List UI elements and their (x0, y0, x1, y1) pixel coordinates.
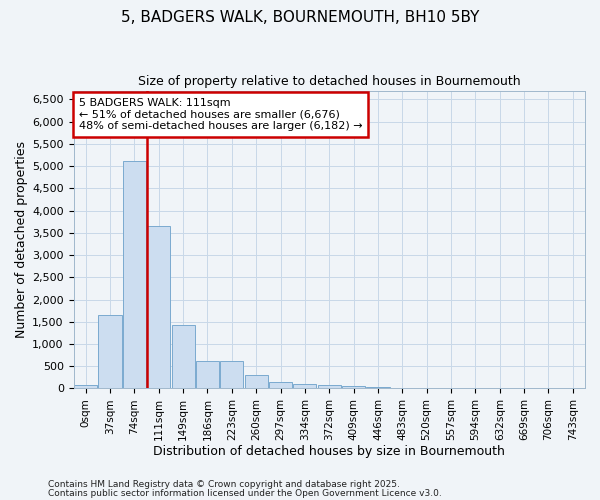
Bar (342, 386, 365, 388)
Bar (172, 325, 194, 388)
Bar (245, 374, 268, 388)
Bar (317, 385, 341, 388)
Title: Size of property relative to detached houses in Bournemouth: Size of property relative to detached ho… (138, 75, 521, 88)
Text: 5 BADGERS WALK: 111sqm
← 51% of detached houses are smaller (6,676)
48% of semi-: 5 BADGERS WALK: 111sqm ← 51% of detached… (79, 98, 362, 131)
Bar (123, 161, 146, 388)
Bar (293, 384, 316, 388)
Bar (98, 315, 122, 388)
Bar (147, 226, 170, 388)
Text: 5, BADGERS WALK, BOURNEMOUTH, BH10 5BY: 5, BADGERS WALK, BOURNEMOUTH, BH10 5BY (121, 10, 479, 25)
Bar (220, 361, 244, 388)
Y-axis label: Number of detached properties: Number of detached properties (15, 141, 28, 338)
Bar (196, 361, 219, 388)
Bar (269, 382, 292, 388)
Bar (74, 385, 97, 388)
Text: Contains HM Land Registry data © Crown copyright and database right 2025.: Contains HM Land Registry data © Crown c… (48, 480, 400, 489)
Text: Contains public sector information licensed under the Open Government Licence v3: Contains public sector information licen… (48, 488, 442, 498)
X-axis label: Distribution of detached houses by size in Bournemouth: Distribution of detached houses by size … (154, 444, 505, 458)
